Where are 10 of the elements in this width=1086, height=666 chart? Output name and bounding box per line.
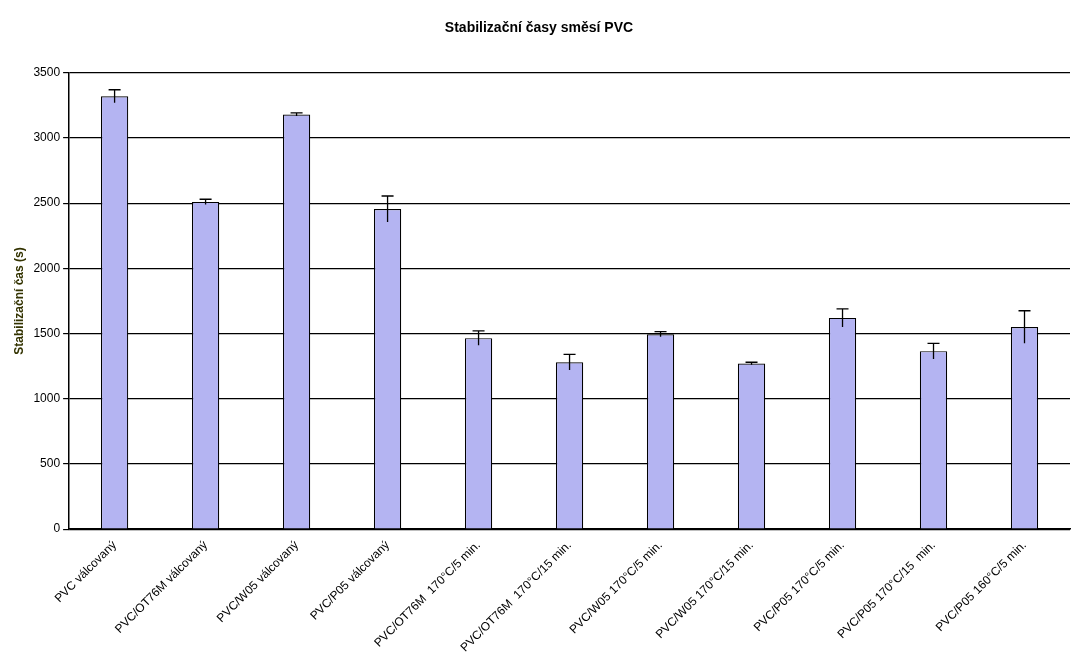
y-axis-title: Stabilizační čas (s) [11,247,26,355]
y-tick-label: 1500 [33,325,61,340]
y-tick-label: 0 [53,521,61,536]
y-tick-label: 1000 [33,391,61,406]
y-tick-label: 3500 [33,65,61,80]
y-tick-label: 2000 [33,260,61,275]
y-tick-label: 500 [40,456,61,471]
y-tick-label: 2500 [33,195,61,210]
y-tick-label: 3000 [33,130,61,145]
chart-title: Stabilizační časy směsí PVC [444,19,634,36]
